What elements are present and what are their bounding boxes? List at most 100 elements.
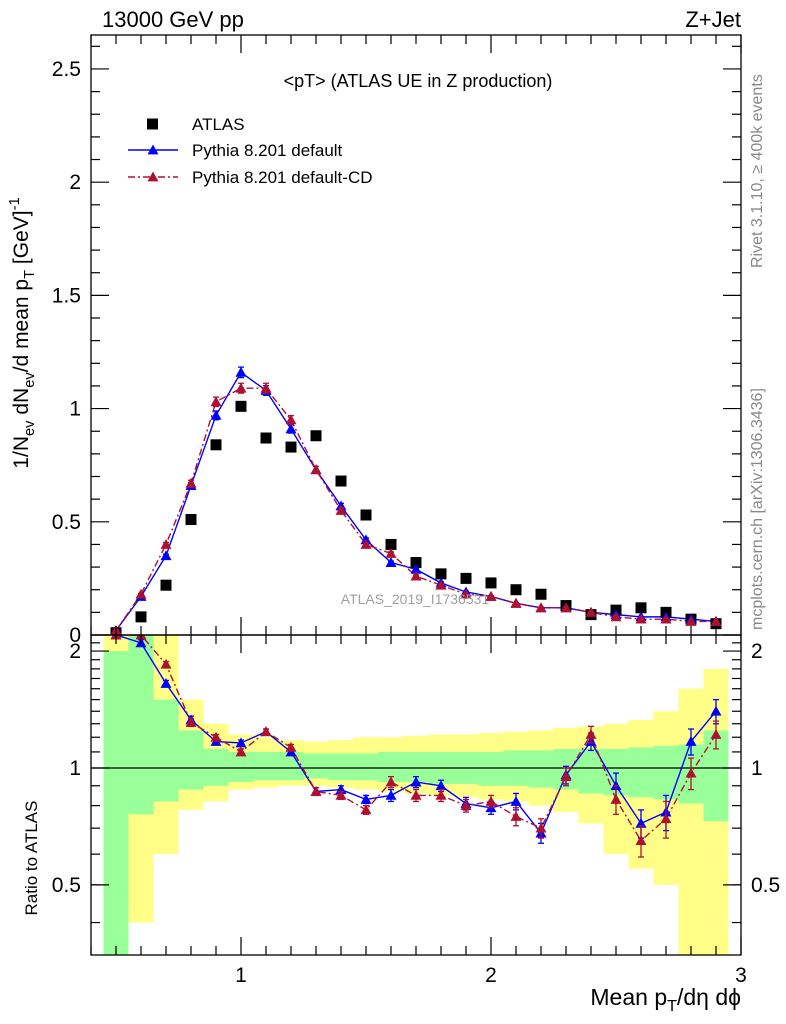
pythia-default-ratio-point <box>510 795 522 806</box>
pythia-default-cd-ratio-point <box>435 789 447 800</box>
pythia-default-point <box>235 366 247 377</box>
pythia-default-cd-ratio-point <box>685 767 697 778</box>
inner-band-bin <box>628 747 654 798</box>
inner-band-bin <box>203 748 229 786</box>
pythia-default-cd-point <box>635 613 647 624</box>
pythia-default-point <box>210 409 222 420</box>
pythia-default-cd-ratio-point <box>235 746 247 757</box>
pythia-default-cd-point <box>585 606 597 617</box>
pythia-default-cd-point <box>360 538 372 549</box>
pythia-default-point <box>285 423 297 434</box>
pythia-default-cd-point <box>260 382 272 393</box>
pythia-default-cd-ratio-point <box>210 731 222 742</box>
pythia-default-cd-point <box>285 414 297 425</box>
main-frame <box>90 34 742 636</box>
y-tick-label: 2 <box>69 171 81 194</box>
legend-pythia-cd-marker <box>147 171 159 182</box>
header-right: Z+Jet <box>685 7 741 32</box>
pythia-default-point <box>410 563 422 574</box>
inner-band-bin <box>253 751 279 781</box>
pythia-default-cd-ratio-point <box>560 771 572 782</box>
pythia-default-cd-point <box>210 396 222 407</box>
y-tick-label: 0 <box>69 624 81 647</box>
atlas-point <box>385 538 397 550</box>
inner-band-bin <box>103 651 129 955</box>
inner-band-bin <box>178 730 204 790</box>
pythia-default-cd-ratio-point <box>660 813 672 824</box>
ratio-tick-label-right: 2 <box>751 640 763 663</box>
axis-label-text: 1/Nev dNev/d mean pT [GeV]-1 <box>7 197 38 468</box>
y-tick-label: 2.5 <box>52 58 81 81</box>
atlas-point <box>160 579 172 591</box>
data-markers <box>110 366 722 858</box>
inner-band-bin <box>128 635 154 815</box>
atlas-point <box>360 509 372 521</box>
x-axis-label: Mean pT/dη dϕ <box>590 984 741 1015</box>
pythia-default-cd-ratio-point <box>510 811 522 821</box>
pythia-default-cd-ratio-point <box>535 822 547 833</box>
atlas-point <box>460 572 472 584</box>
y-tick-label: 1 <box>69 398 81 421</box>
side-label-bottom: mcplots.cern.ch [arXiv:1306.3436] <box>749 388 766 630</box>
pythia-default-cd-point <box>235 382 247 393</box>
atlas-point <box>635 602 647 614</box>
pythia-default-cd-point <box>485 591 497 601</box>
pythia-default-cd-point <box>135 588 147 599</box>
atlas-point <box>485 577 497 589</box>
pythia-default-cd-point <box>560 602 572 613</box>
pythia-default-cd-point <box>385 547 397 558</box>
pythia-default-ratio-point <box>360 793 372 804</box>
pythia-default-cd-ratio-point <box>335 789 347 800</box>
y-tick-label: 1.5 <box>52 284 81 307</box>
ratio-y-axis-label: Ratio to ATLAS <box>22 801 41 916</box>
atlas-point <box>435 568 447 580</box>
watermark: ATLAS_2019_I1736531 <box>341 591 490 607</box>
atlas-point <box>310 430 322 442</box>
pythia-default-ratio-point <box>685 736 697 746</box>
legend: ATLAS Pythia 8.201 default Pythia 8.201 de… <box>128 115 373 187</box>
pythia-default-cd-point <box>685 615 697 626</box>
pythia-default-cd-ratio-point <box>585 728 597 739</box>
pythia-default-cd-point <box>335 504 347 515</box>
chart-title: <pT> (ATLAS UE in Z production) <box>284 71 553 91</box>
pythia-default-cd-point <box>610 611 622 622</box>
pythia-default-cd-point <box>660 613 672 624</box>
pythia-default-cd-ratio-point <box>385 776 397 787</box>
pythia-default-cd-ratio-point <box>310 785 322 796</box>
pythia-default-ratio-point <box>410 776 422 787</box>
atlas-point <box>235 400 247 412</box>
pythia-default-cd-ratio-point <box>635 835 647 846</box>
legend-label: Pythia 8.201 default <box>192 141 343 160</box>
ratio-tick-label: 1 <box>69 757 81 780</box>
ratio-tick-label: 0.5 <box>52 874 81 897</box>
pythia-default-cd-ratio-point <box>610 793 622 804</box>
axes: 0 0.5 1 1.5 2 2.5 1 2 3 0.5 0.5 1 1 2 2 <box>52 34 780 987</box>
pythia-default-cd-ratio-point <box>185 716 197 727</box>
legend-label: ATLAS <box>192 115 245 134</box>
atlas-point <box>285 441 297 453</box>
atlas-point <box>135 611 147 623</box>
inner-band-bin <box>153 699 179 802</box>
y-axis-label: 1/Nev dNev/d mean pT [GeV]-1 <box>7 197 38 468</box>
pythia-default-cd-ratio-point <box>160 658 172 669</box>
ratio-tick-label-right: 1 <box>751 757 763 780</box>
pythia-default-cd-point <box>160 538 172 549</box>
atlas-point <box>335 475 347 487</box>
uncertainty-bands <box>103 635 729 955</box>
inner-band-bin <box>303 753 329 779</box>
pythia-default-cd-ratio-point <box>260 726 272 737</box>
pythia-default-point <box>160 550 172 561</box>
inner-band-bin <box>528 750 554 788</box>
pythia-default-cd-ratio-point <box>710 728 722 739</box>
x-tick-label: 1 <box>235 964 247 987</box>
pythia-default-cd-point <box>185 477 197 488</box>
legend-label: Pythia 8.201 default-CD <box>192 168 373 187</box>
atlas-point <box>510 584 522 596</box>
legend-pythia-marker <box>147 144 159 155</box>
inner-band-bin <box>653 745 679 800</box>
atlas-point <box>185 514 197 526</box>
pythia-default-cd-ratio-point <box>485 795 497 806</box>
pythia-default-cd-ratio-point <box>460 800 472 811</box>
pythia-default-ratio-point <box>235 737 247 748</box>
